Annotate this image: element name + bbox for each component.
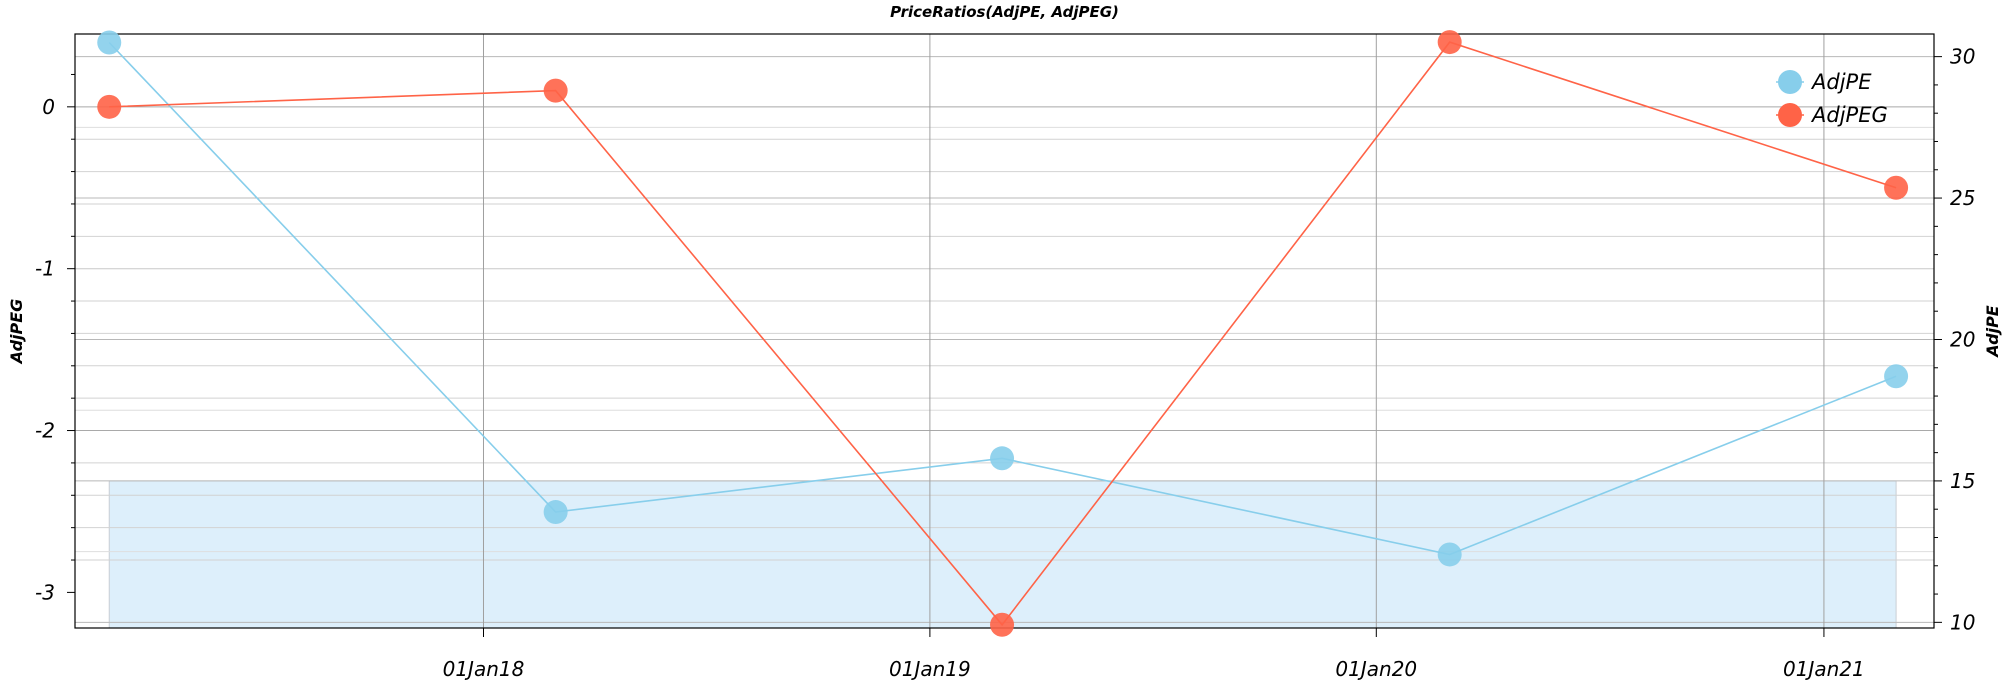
left-axis-tick-label: -2 [35,419,55,443]
data-point-adjpeg [543,78,568,103]
data-point-adjpeg [1437,30,1462,55]
shaded-band [108,480,1897,629]
data-point-adjpeg [97,94,122,119]
legend-marker-adjpe [1778,70,1802,94]
chart-title: PriceRatios(AdjPE, AdjPEG) [890,3,1119,21]
x-axis-tick-label: 01Jan21 [1783,657,1865,681]
data-point-adjpe [543,500,568,525]
right-axis-tick-label: 20 [1950,327,1975,351]
data-point-adjpeg [1884,175,1909,200]
legend-label-adjpe: AdjPE [1810,70,1872,94]
x-axis-tick-label: 01Jan19 [889,657,971,681]
data-point-adjpe [990,446,1015,471]
legend-marker-adjpeg [1778,103,1802,127]
right-axis-tick-label: 25 [1950,186,1975,210]
left-axis-tick-label: -3 [35,580,55,604]
x-axis-tick-label: 01Jan20 [1335,657,1417,681]
series-line-adjpe [108,41,1897,556]
right-axis-title: AdjPE [1983,305,2002,359]
x-axis-tick-label: 01Jan18 [443,657,525,681]
data-point-adjpeg [990,612,1015,637]
data-point-adjpe [1437,542,1462,567]
right-axis-tick-label: 15 [1950,469,1975,493]
data-point-adjpe [97,30,122,55]
right-axis-tick-label: 30 [1950,45,1975,69]
left-axis-title: AdjPEG [7,299,26,366]
legend-label-adjpeg: AdjPEG [1810,103,1888,127]
left-axis-tick-label: 0 [42,95,55,119]
left-axis-tick-label: -1 [35,257,55,281]
data-point-adjpe [1884,364,1909,389]
right-axis-tick-label: 10 [1950,610,1975,634]
